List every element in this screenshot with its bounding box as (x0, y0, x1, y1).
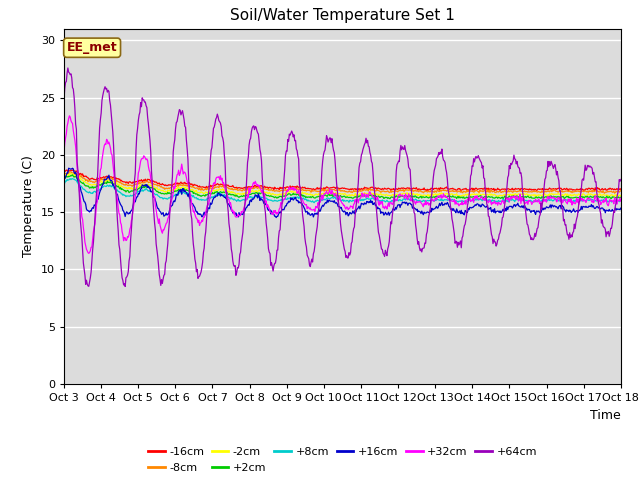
+8cm (60, 180, 68, 186)
Line: +32cm: +32cm (64, 116, 621, 253)
-2cm (67, 170, 74, 176)
+2cm (214, 190, 222, 196)
-16cm (60, 168, 68, 174)
+64cm (122, 284, 129, 289)
-16cm (411, 186, 419, 192)
Title: Soil/Water Temperature Set 1: Soil/Water Temperature Set 1 (230, 9, 455, 24)
Line: +16cm: +16cm (64, 168, 621, 217)
-8cm (428, 188, 435, 193)
-2cm (128, 187, 136, 192)
+8cm (617, 197, 625, 203)
+2cm (60, 176, 68, 181)
-8cm (70, 170, 78, 176)
+32cm (215, 174, 223, 180)
+64cm (412, 222, 419, 228)
+2cm (411, 193, 419, 199)
-2cm (214, 188, 222, 193)
+8cm (428, 197, 436, 203)
-8cm (617, 188, 625, 193)
+8cm (71, 177, 79, 183)
+16cm (412, 206, 419, 212)
-8cm (411, 188, 419, 194)
+2cm (185, 188, 193, 194)
+32cm (60, 149, 68, 155)
+16cm (273, 215, 280, 220)
-8cm (214, 184, 222, 190)
-16cm (428, 186, 436, 192)
+32cm (412, 201, 419, 207)
Line: -16cm: -16cm (64, 170, 621, 191)
+32cm (428, 197, 436, 203)
+64cm (186, 185, 193, 191)
+32cm (617, 198, 625, 204)
+32cm (186, 189, 193, 195)
Line: -8cm: -8cm (64, 172, 621, 193)
Line: +64cm: +64cm (64, 68, 621, 287)
+64cm (60, 97, 68, 103)
+64cm (215, 118, 223, 123)
-16cm (71, 168, 79, 174)
-2cm (411, 191, 419, 197)
+2cm (428, 194, 435, 200)
+64cm (129, 207, 137, 213)
+2cm (499, 196, 507, 202)
-2cm (60, 173, 68, 179)
-2cm (185, 186, 193, 192)
-16cm (185, 180, 193, 185)
+16cm (60, 177, 68, 183)
Line: -2cm: -2cm (64, 173, 621, 196)
+2cm (617, 194, 625, 200)
+32cm (129, 206, 137, 212)
Line: +2cm: +2cm (64, 175, 621, 199)
-16cm (422, 188, 430, 193)
+2cm (68, 172, 76, 178)
-2cm (617, 193, 625, 199)
+16cm (65, 165, 72, 171)
+8cm (185, 190, 193, 196)
Y-axis label: Temperature (C): Temperature (C) (22, 156, 35, 257)
+8cm (310, 200, 318, 205)
-16cm (617, 187, 625, 192)
Line: +8cm: +8cm (64, 179, 621, 203)
-2cm (428, 191, 435, 197)
-16cm (128, 180, 136, 186)
-8cm (71, 169, 79, 175)
-16cm (68, 167, 76, 173)
+8cm (214, 192, 222, 198)
+8cm (128, 193, 136, 199)
Text: EE_met: EE_met (67, 41, 117, 54)
+32cm (71, 137, 79, 143)
-8cm (601, 190, 609, 196)
-8cm (128, 183, 136, 189)
+64cm (64, 65, 72, 71)
+16cm (71, 171, 79, 177)
+32cm (65, 113, 73, 119)
+16cm (428, 205, 436, 211)
Legend: -16cm, -8cm, -2cm, +2cm, +8cm, +16cm, +32cm, +64cm: -16cm, -8cm, -2cm, +2cm, +8cm, +16cm, +3… (143, 443, 541, 477)
+16cm (128, 207, 136, 213)
-8cm (60, 171, 68, 177)
+2cm (128, 188, 136, 194)
X-axis label: Time: Time (590, 408, 621, 421)
-8cm (185, 183, 193, 189)
+16cm (214, 190, 222, 196)
+16cm (185, 191, 193, 197)
+64cm (71, 105, 79, 111)
+32cm (85, 251, 93, 256)
+8cm (68, 176, 76, 181)
-2cm (605, 193, 613, 199)
-16cm (214, 181, 222, 187)
+16cm (617, 205, 625, 211)
-2cm (71, 172, 79, 178)
+8cm (412, 196, 419, 202)
+64cm (428, 191, 436, 197)
+64cm (617, 177, 625, 182)
+2cm (71, 174, 79, 180)
